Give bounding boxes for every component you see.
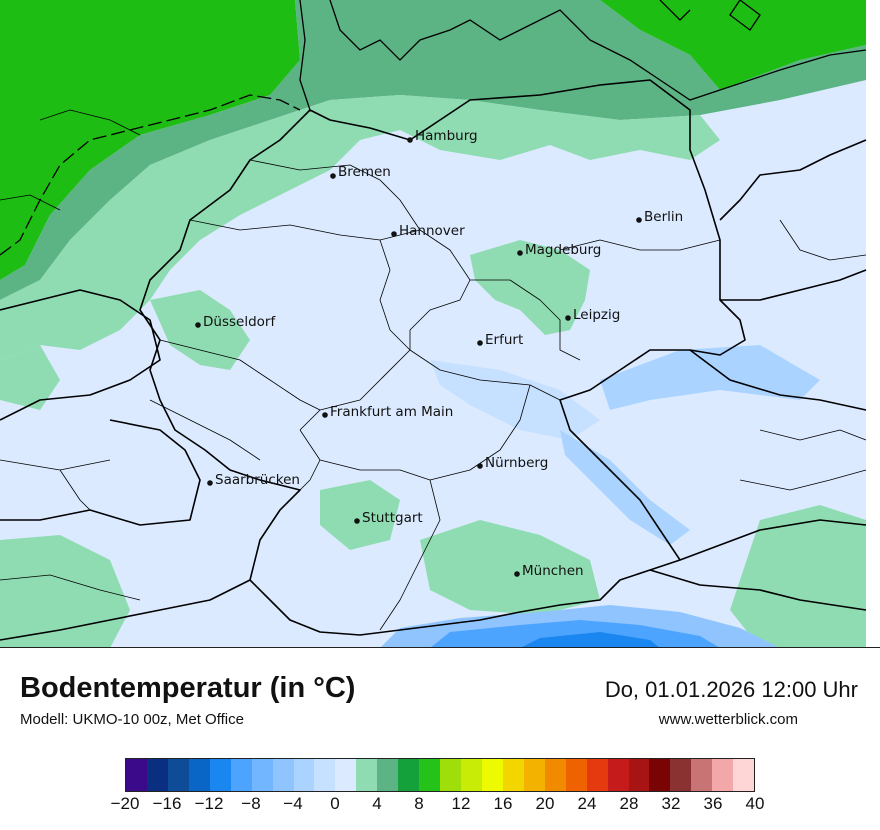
svg-text:Frankfurt am Main: Frankfurt am Main bbox=[330, 404, 453, 420]
city-bremen: Bremen bbox=[330, 164, 391, 180]
svg-text:Nürnberg: Nürnberg bbox=[485, 455, 548, 471]
svg-text:Berlin: Berlin bbox=[644, 209, 683, 225]
coastal-band-dark bbox=[0, 0, 866, 300]
legend-swatch bbox=[419, 759, 441, 791]
legend-swatch bbox=[251, 759, 273, 791]
color-scale-ticks: −20 −16 −12 −8 −4 0 4 8 12 16 20 24 28 32 36 40 bbox=[111, 794, 765, 818]
svg-text:Bremen: Bremen bbox=[338, 164, 391, 180]
bavaria-green bbox=[420, 520, 600, 615]
legend-tick-label: −8 bbox=[241, 794, 261, 813]
city-markers: Hamburg Bremen Hannover Berlin Magdeburg… bbox=[195, 128, 683, 579]
legend-tick-label: 28 bbox=[619, 794, 639, 813]
city-leipzig: Leipzig bbox=[565, 307, 620, 323]
legend-tick-label: 40 bbox=[745, 794, 765, 813]
north-sea-field bbox=[0, 0, 300, 280]
legend-swatch bbox=[649, 759, 671, 791]
svg-text:Saarbrücken: Saarbrücken bbox=[215, 472, 300, 488]
erzgebirge-cold bbox=[600, 345, 820, 410]
model-info: Modell: UKMO-10 00z, Met Office bbox=[20, 711, 244, 728]
legend-swatch bbox=[481, 759, 503, 791]
legend-tick-label: 20 bbox=[535, 794, 555, 813]
legend-tick-label: −20 bbox=[110, 794, 140, 813]
svg-text:Stuttgart: Stuttgart bbox=[362, 510, 423, 526]
rhine-green bbox=[150, 290, 250, 370]
legend-swatch bbox=[398, 759, 420, 791]
baltic-field bbox=[600, 0, 866, 90]
legend-swatch bbox=[628, 759, 650, 791]
map-title: Bodentemperatur (in °C) bbox=[20, 672, 356, 704]
legend-tick-label: 36 bbox=[703, 794, 723, 813]
legend-tick-label: 0 bbox=[330, 794, 340, 813]
legend-tick-label: −4 bbox=[283, 794, 303, 813]
legend-swatch bbox=[188, 759, 210, 791]
city-frankfurt: Frankfurt am Main bbox=[322, 404, 453, 420]
city-muenchen: München bbox=[514, 563, 584, 579]
website-link: www.wetterblick.com bbox=[658, 711, 798, 728]
legend-swatch bbox=[502, 759, 524, 791]
country-borders bbox=[0, 79, 867, 641]
legend-swatch bbox=[126, 759, 147, 791]
city-stuttgart: Stuttgart bbox=[354, 510, 423, 526]
southwest-green bbox=[0, 535, 130, 648]
legend-tick-label: −12 bbox=[194, 794, 224, 813]
legend-swatch bbox=[565, 759, 587, 791]
legend-swatch bbox=[377, 759, 399, 791]
legend-swatch bbox=[544, 759, 566, 791]
svg-text:Hamburg: Hamburg bbox=[415, 128, 478, 144]
legend-tick-label: 12 bbox=[451, 794, 471, 813]
city-hannover: Hannover bbox=[391, 223, 465, 239]
bohemian-forest-cold bbox=[560, 430, 690, 545]
legend-swatch bbox=[523, 759, 545, 791]
thuringia-cold bbox=[430, 360, 600, 440]
legend-tick-label: 8 bbox=[414, 794, 424, 813]
legend-swatch bbox=[461, 759, 482, 791]
legend-swatch bbox=[146, 759, 168, 791]
city-saarbruecken: Saarbrücken bbox=[207, 472, 300, 488]
legend-swatch bbox=[607, 759, 629, 791]
legend-swatch bbox=[209, 759, 231, 791]
svg-text:Hannover: Hannover bbox=[399, 223, 465, 239]
southeast-green bbox=[730, 505, 866, 648]
svg-text:Erfurt: Erfurt bbox=[485, 332, 523, 348]
legend-swatch bbox=[712, 759, 734, 791]
legend-tick-label: −16 bbox=[152, 794, 182, 813]
city-berlin: Berlin bbox=[636, 209, 683, 225]
svg-text:Leipzig: Leipzig bbox=[573, 307, 620, 323]
city-duesseldorf: Düsseldorf bbox=[195, 314, 276, 330]
city-magdeburg: Magdeburg bbox=[517, 242, 601, 258]
svg-text:Düsseldorf: Düsseldorf bbox=[203, 314, 276, 330]
legend-tick-label: 24 bbox=[577, 794, 597, 813]
legend-swatch bbox=[670, 759, 692, 791]
legend-swatch bbox=[440, 759, 461, 791]
northern-lowland-green bbox=[0, 95, 720, 360]
svg-text:München: München bbox=[522, 563, 584, 579]
legend-swatch bbox=[293, 759, 315, 791]
forecast-datetime: Do, 01.01.2026 12:00 Uhr bbox=[604, 677, 858, 702]
coastlines bbox=[0, 0, 867, 256]
elbe-green bbox=[470, 240, 590, 335]
neckar-green bbox=[320, 480, 400, 550]
legend-swatch bbox=[356, 759, 378, 791]
legend-swatch bbox=[272, 759, 294, 791]
city-hamburg: Hamburg bbox=[407, 128, 478, 144]
svg-text:Magdeburg: Magdeburg bbox=[525, 242, 601, 258]
city-nuernberg: Nürnberg bbox=[477, 455, 548, 471]
legend-tick-label: 4 bbox=[372, 794, 382, 813]
legend-tick-label: 16 bbox=[493, 794, 513, 813]
west-green bbox=[0, 345, 60, 410]
map-right-edge bbox=[866, 0, 880, 648]
legend-swatch bbox=[230, 759, 252, 791]
legend-swatch bbox=[691, 759, 713, 791]
legend-swatch bbox=[335, 759, 357, 791]
legend-swatch bbox=[733, 759, 755, 791]
legend-swatch bbox=[586, 759, 608, 791]
temperature-map: Hamburg Bremen Hannover Berlin Magdeburg… bbox=[0, 0, 880, 648]
legend-swatch bbox=[167, 759, 189, 791]
city-erfurt: Erfurt bbox=[477, 332, 523, 348]
state-borders bbox=[0, 109, 867, 631]
alps-coldest bbox=[520, 632, 660, 648]
color-scale-legend bbox=[125, 758, 755, 792]
legend-swatch bbox=[314, 759, 336, 791]
legend-tick-label: 32 bbox=[661, 794, 681, 813]
